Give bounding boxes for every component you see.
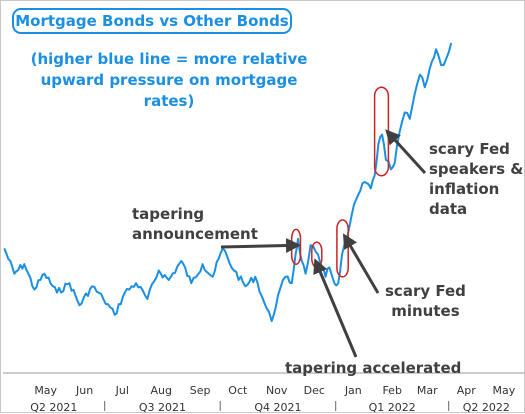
- annotation-tapering-announcement: tapering announcement: [132, 205, 258, 243]
- annotation-scary-fed-speakers: scary Fed speakers & inflation data: [429, 140, 524, 218]
- x-tick-label-month: Mar: [417, 384, 438, 397]
- x-tick-label-month: Nov: [266, 384, 288, 397]
- x-tick-label-month: Apr: [457, 384, 477, 397]
- chart-title: Mortgage Bonds vs Other Bonds: [15, 12, 289, 30]
- x-tick-label-month: May: [493, 384, 516, 397]
- annotation-tapering-accelerated: tapering accelerated: [285, 359, 462, 377]
- x-tick-label-month: Jan: [344, 384, 362, 397]
- x-tick-label-quarter: Q2 2022: [463, 401, 510, 414]
- annotation-arrow-1: [313, 258, 358, 358]
- annotation-arrow-0: [220, 237, 301, 253]
- annotation-arrow-3: [385, 129, 427, 175]
- x-tick-label-month: Feb: [382, 384, 401, 397]
- annotation-scary-fed-minutes: scary Fed minutes: [385, 282, 466, 320]
- series-line-0: [3, 42, 453, 323]
- x-tick-label-month: Jul: [115, 384, 129, 397]
- x-tick-label-quarter: Q1 2022: [369, 401, 416, 414]
- x-tick-label-month: Jun: [75, 384, 93, 397]
- x-tick-label-month: Dec: [304, 384, 325, 397]
- x-tick-label-month: May: [34, 384, 57, 397]
- chart-title-box: Mortgage Bonds vs Other Bonds: [12, 8, 292, 34]
- x-tick-label-month: Oct: [228, 384, 248, 397]
- annotation-arrow-2: [342, 233, 380, 294]
- x-tick-label-quarter: Q3 2021: [139, 401, 186, 414]
- x-tick-label-quarter: Q4 2021: [254, 401, 301, 414]
- x-tick-label-quarter: Q2 2021: [30, 401, 77, 414]
- chart-subtitle: (higher blue line = more relative upward…: [30, 50, 308, 110]
- x-tick-label-month: Sep: [190, 384, 211, 397]
- x-tick-label-month: Aug: [150, 384, 171, 397]
